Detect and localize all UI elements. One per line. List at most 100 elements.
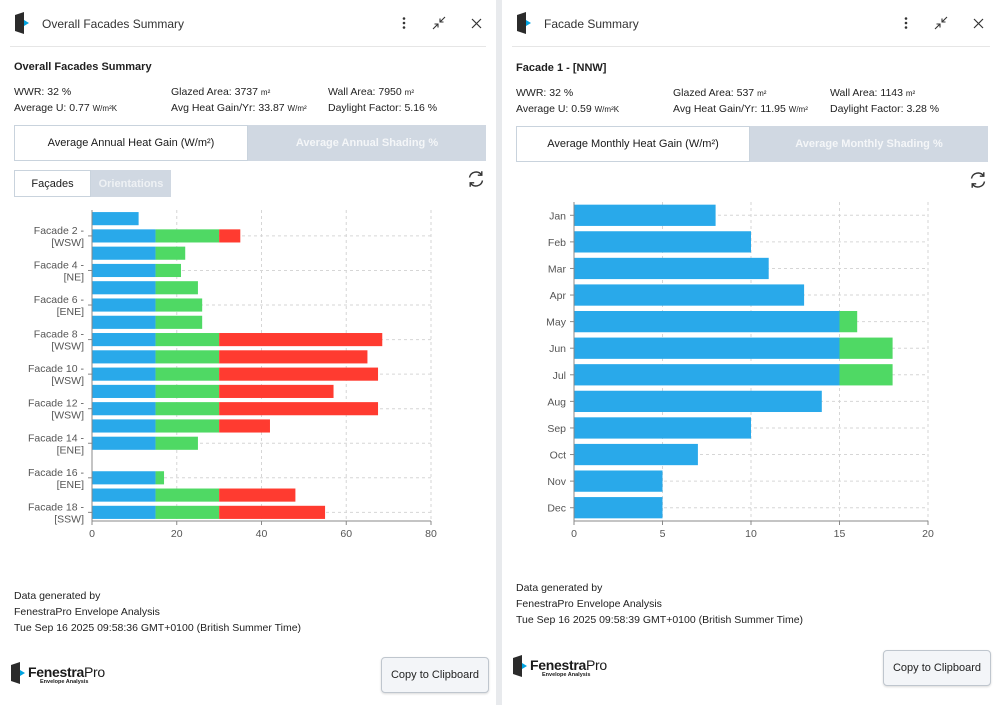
footer-line-3: Tue Sep 16 2025 09:58:36 GMT+0100 (Briti… (14, 622, 302, 634)
bar-segment (155, 229, 220, 243)
bar-segment (92, 350, 156, 364)
x-tick-label: 80 (425, 528, 437, 540)
bar-segment (155, 315, 203, 329)
minimize-button[interactable] (431, 15, 447, 31)
x-tick-label: 20 (171, 528, 183, 540)
bar-segment (92, 246, 156, 260)
minimize-icon (934, 16, 948, 30)
footer-text: Data generated by FenestraPro Envelope A… (14, 588, 301, 636)
bar-segment (219, 350, 368, 364)
bar-segment (574, 390, 822, 413)
minimize-button[interactable] (933, 15, 949, 31)
y-tick-label: Facade 16 -[ENE] (28, 467, 85, 491)
bar-segment (92, 212, 139, 226)
close-icon (471, 18, 481, 28)
more-vertical-icon (904, 17, 908, 29)
more-options-button[interactable] (898, 15, 914, 31)
refresh-icon[interactable] (968, 170, 988, 190)
overall-facades-panel: Overall Facades Summary Overall Facades … (0, 0, 496, 705)
panel-header: Facade Summary (502, 0, 1000, 46)
bar-segment (219, 505, 326, 519)
bar-segment (839, 310, 858, 333)
minimize-icon (432, 16, 446, 30)
panel-header: Overall Facades Summary (0, 0, 496, 46)
section-title: Facade 1 - [NNW] (516, 62, 607, 74)
bar-segment (92, 471, 156, 485)
y-tick-label: Facade 4 -[NE] (34, 259, 85, 283)
subtab-facades[interactable]: Façades (14, 170, 91, 197)
bar-segment (574, 231, 751, 253)
x-tick-label: 0 (89, 528, 95, 540)
fenestrapro-logo-icon (513, 655, 527, 677)
wall-area-stat: Wall Area: 7950 m² (328, 86, 414, 98)
tab-monthly-heat-gain[interactable]: Average Monthly Heat Gain (W/m²) (516, 126, 750, 162)
heat-gain-stat: Avg Heat Gain/Yr: 11.95 W/m² (673, 103, 808, 115)
bar-segment (219, 333, 383, 347)
monthly-heat-gain-chart: 0 5 10 15 20 Jan Feb Mar Apr May Jun Jul Aug Sep Oct No… (546, 202, 934, 540)
subtab-orientations[interactable]: Orientations (91, 170, 171, 197)
glazed-area-stat: Glazed Area: 537 m² (673, 87, 767, 99)
fenestrapro-logo-icon (15, 12, 29, 34)
bar-segment (92, 315, 156, 329)
bar-segment (219, 419, 270, 433)
footer-text: Data generated by FenestraPro Envelope A… (516, 580, 803, 628)
x-tick-label: 5 (660, 528, 666, 540)
x-tick-label: 15 (834, 528, 846, 540)
bar-segment (92, 384, 156, 398)
x-tick-label: 0 (571, 528, 577, 540)
copy-to-clipboard-button[interactable]: Copy to Clipboard (381, 657, 489, 693)
footer-line-1: Data generated by (14, 590, 101, 602)
x-tick-label: 20 (922, 528, 934, 540)
bar-segment (839, 337, 893, 359)
bar-segment (92, 263, 156, 278)
bar-segment (155, 350, 220, 364)
x-tick-label: 40 (256, 528, 268, 540)
tab-annual-heat-gain[interactable]: Average Annual Heat Gain (W/m²) (14, 125, 248, 161)
y-tick-label: Facade 2 -[WSW] (34, 225, 85, 249)
y-tick-label: Facade 6 -[ENE] (34, 294, 85, 318)
average-u-stat: Average U: 0.59 W/m²K (516, 103, 620, 115)
brand-subtitle: Envelope Analysis (542, 672, 591, 678)
brand-name: FenestraPro (530, 657, 607, 673)
more-options-button[interactable] (396, 15, 412, 31)
bar-segment (92, 505, 156, 519)
bar-segment (155, 505, 220, 519)
panel-title: Facade Summary (544, 17, 639, 31)
footer-line-1: Data generated by (516, 582, 603, 594)
y-tick-label: Jun (549, 343, 566, 355)
close-button[interactable] (970, 15, 986, 31)
bar-segment (574, 364, 840, 386)
daylight-factor-stat: Daylight Factor: 5.16 % (328, 102, 438, 114)
bar-segment (92, 436, 156, 450)
glazed-area-stat: Glazed Area: 3737 m² (171, 86, 271, 98)
bar-segment (92, 281, 156, 295)
y-tick-label: Jul (553, 370, 566, 382)
bar-segment (155, 367, 220, 381)
y-tick-label: Facade 10 -[WSW] (28, 363, 85, 387)
tab-monthly-shading[interactable]: Average Monthly Shading % (750, 126, 988, 162)
copy-to-clipboard-button[interactable]: Copy to Clipboard (883, 650, 991, 686)
bar-segment (155, 333, 220, 347)
y-tick-label: Aug (547, 396, 566, 408)
wall-area-stat: Wall Area: 1143 m² (830, 87, 916, 99)
bar-segment (92, 298, 156, 312)
bar-segment (155, 436, 198, 450)
bar-segment (155, 281, 198, 295)
close-button[interactable] (468, 15, 484, 31)
brand-name: FenestraPro (28, 664, 105, 680)
bar-segment (574, 204, 716, 226)
average-u-stat: Average U: 0.77 W/m²K (14, 102, 118, 114)
refresh-icon[interactable] (466, 169, 486, 189)
bar-segment (155, 419, 220, 433)
bar-segment (155, 298, 203, 312)
wwr-stat: WWR: 32 % (516, 87, 574, 99)
bar-segment (92, 402, 156, 416)
header-divider (512, 46, 990, 47)
x-tick-label: 10 (745, 528, 757, 540)
heat-gain-stat: Avg Heat Gain/Yr: 33.87 W/m² (171, 102, 307, 114)
bar-segment (155, 384, 220, 398)
bar-segment (155, 246, 186, 260)
brand-subtitle: Envelope Analysis (40, 679, 89, 685)
y-tick-label: Apr (550, 290, 567, 302)
tab-annual-shading[interactable]: Average Annual Shading % (248, 125, 486, 161)
